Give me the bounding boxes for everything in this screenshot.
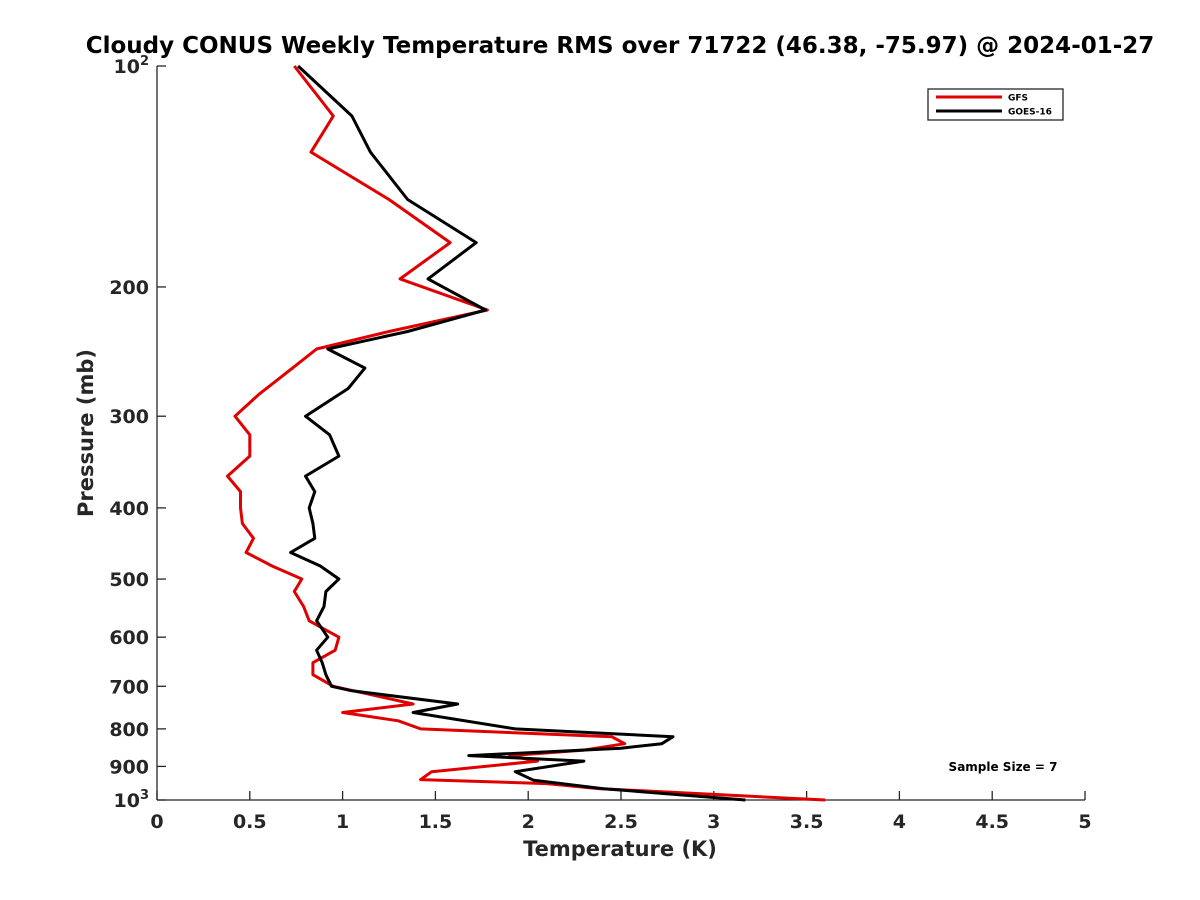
sample-size-annotation: Sample Size = 7 <box>949 760 1058 774</box>
legend: GFS GOES-16 <box>927 88 1064 121</box>
x-tick-label: 1 <box>336 811 349 833</box>
x-tick-label: 4 <box>893 811 906 833</box>
legend-label: GOES-16 <box>1008 108 1052 118</box>
x-axis-label: Temperature (K) <box>523 837 717 861</box>
x-tick-label: 0 <box>150 811 163 833</box>
y-tick-label: 700 <box>109 676 149 698</box>
x-tick-label: 1.5 <box>419 811 453 833</box>
y-tick-label: 400 <box>109 498 149 520</box>
series-line-goes-16 <box>289 64 746 802</box>
x-tick-label: 2.5 <box>604 811 638 833</box>
x-tick-label: 3.5 <box>790 811 824 833</box>
x-tick-label: 2 <box>522 811 535 833</box>
y-tick-label: 102 <box>114 54 150 78</box>
y-tick-label: 300 <box>109 406 149 428</box>
y-tick-label: 900 <box>109 756 149 778</box>
y-axis-label: Pressure (mb) <box>74 349 98 517</box>
y-tick-label: 800 <box>109 719 149 741</box>
x-tick-label: 5 <box>1078 811 1091 833</box>
y-tick-label: 500 <box>109 569 149 591</box>
legend-label: GFS <box>1008 94 1028 104</box>
x-tick-label: 0.5 <box>233 811 267 833</box>
plot-axes: 0 0.5 1 1.5 2 2.5 3 3.5 4 4.5 5 102 200 300 400 500 600 7… <box>109 54 1091 833</box>
series-line-gfs <box>226 65 826 802</box>
chart-title: Cloudy CONUS Weekly Temperature RMS over… <box>86 33 1155 59</box>
x-tick-label: 4.5 <box>975 811 1009 833</box>
x-tick-label: 3 <box>707 811 720 833</box>
y-tick-label: 200 <box>109 277 149 299</box>
y-tick-label: 103 <box>114 788 150 812</box>
series-lines <box>226 64 826 802</box>
legend-box <box>927 88 1064 121</box>
y-tick-label: 600 <box>109 627 149 649</box>
